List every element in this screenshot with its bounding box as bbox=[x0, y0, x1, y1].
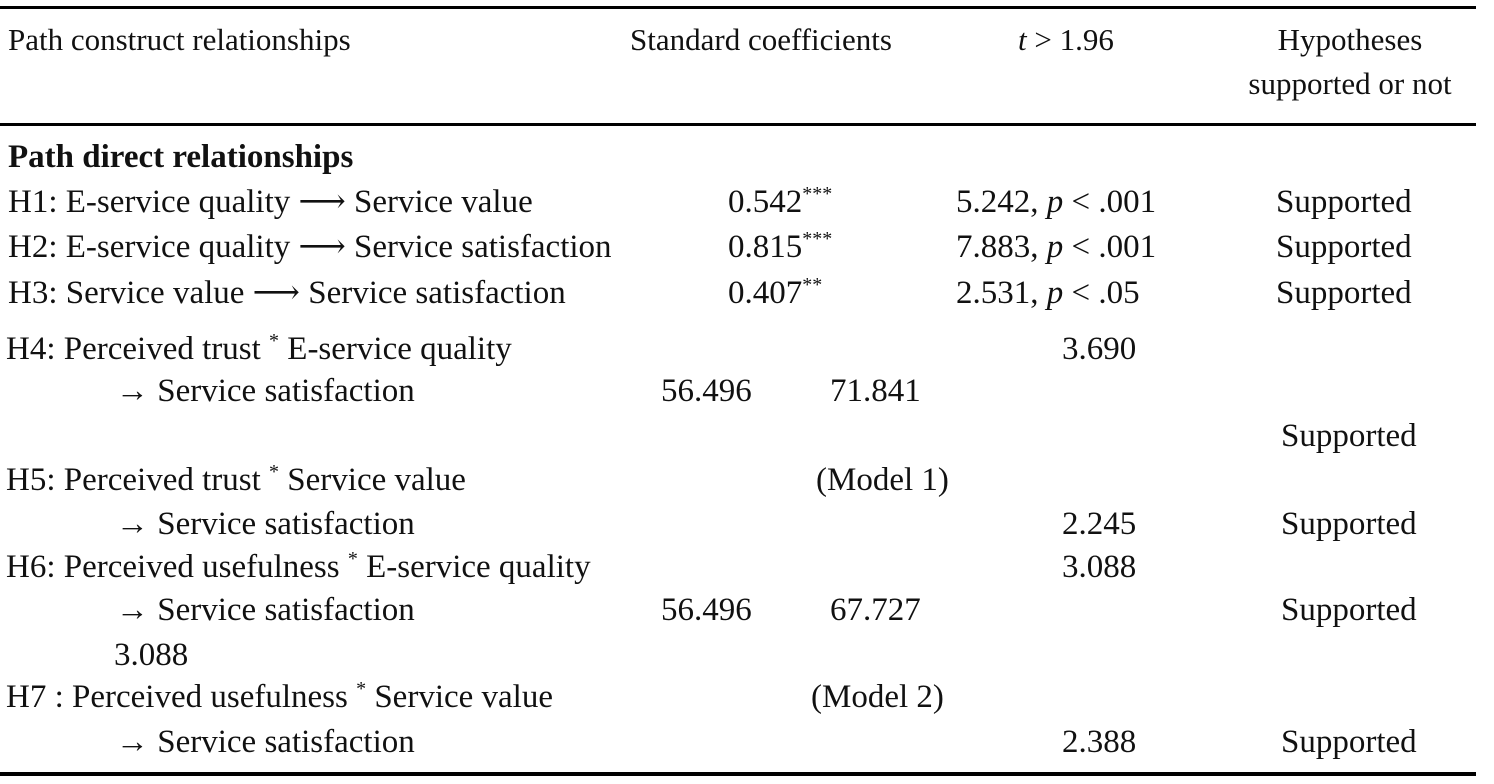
row-h3-p-italic: p bbox=[1046, 275, 1064, 311]
row-h1-coef-value: 0.542 bbox=[728, 184, 803, 220]
row-h3-t-value: 2.531, bbox=[956, 275, 1047, 311]
row-h6-label-pre: H6: Perceived usefulness bbox=[6, 549, 348, 585]
row-h3-label: H3: Service value ⟶ Service satisfaction bbox=[8, 275, 566, 311]
row-h2-coef-value: 0.815 bbox=[728, 229, 803, 265]
row-h7-t: 2.388 bbox=[1062, 724, 1137, 760]
row-h6-star: * bbox=[347, 548, 358, 570]
header-t-rest: > 1.96 bbox=[1026, 22, 1114, 57]
model2-value-b: 67.727 bbox=[830, 592, 921, 628]
model2-label: (Model 2) bbox=[811, 679, 944, 715]
row-h6-label-post: E-service quality bbox=[357, 549, 591, 585]
row-h5-label: H5: Perceived trust * Service value bbox=[6, 460, 466, 500]
row-h4-label: H4: Perceived trust * E-service quality bbox=[6, 329, 512, 369]
row-h2-p-italic: p bbox=[1046, 229, 1064, 265]
section-title: Path direct relationships bbox=[8, 139, 354, 175]
row-h2-label: H2: E-service quality ⟶ Service satisfac… bbox=[8, 229, 612, 265]
row-h3-significance: ** bbox=[802, 274, 823, 296]
row-h5-label-pre: H5: Perceived trust bbox=[6, 462, 270, 498]
row-h7-result: Supported bbox=[1281, 724, 1417, 760]
row-h4-t: 3.690 bbox=[1062, 331, 1137, 367]
row-h2-t: 7.883, p < .001 bbox=[956, 227, 1156, 267]
row-h1-result: Supported bbox=[1276, 184, 1412, 220]
row-h1-t-value: 5.242, bbox=[956, 184, 1047, 220]
row-h7-arrow: → Service satisfaction bbox=[116, 724, 415, 760]
header-t-threshold: t > 1.96 bbox=[1018, 20, 1114, 60]
row-h1-significance: *** bbox=[802, 183, 833, 205]
row-h6-extra-value: 3.088 bbox=[114, 637, 189, 673]
row-h7-label-pre: H7 : Perceived usefulness bbox=[6, 679, 357, 715]
row-h1-p-italic: p bbox=[1046, 184, 1064, 220]
row-h5-star: * bbox=[269, 461, 280, 483]
row-h5-arrow: → Service satisfaction bbox=[116, 506, 415, 542]
header-hypotheses-line1: Hypotheses bbox=[1277, 22, 1423, 57]
row-h2-p-rest: < .001 bbox=[1063, 229, 1157, 265]
row-h1-label: H1: E-service quality ⟶ Service value bbox=[8, 184, 533, 220]
row-h5-t: 2.245 bbox=[1062, 506, 1137, 542]
row-h7-star: * bbox=[356, 678, 367, 700]
row-h4-result: Supported bbox=[1281, 418, 1417, 454]
row-h2-significance: *** bbox=[802, 228, 833, 250]
row-h3-coef-value: 0.407 bbox=[728, 275, 803, 311]
header-hypotheses-line2: supported or not bbox=[1248, 66, 1452, 101]
row-h2-result: Supported bbox=[1276, 229, 1412, 265]
header-t-italic: t bbox=[1018, 22, 1027, 57]
header-rule bbox=[0, 123, 1476, 126]
row-h7-label-post: Service value bbox=[366, 679, 553, 715]
header-standard-coefficients: Standard coefficients bbox=[630, 22, 892, 57]
bottom-rule bbox=[0, 772, 1476, 776]
row-h6-arrow: → Service satisfaction bbox=[116, 592, 415, 628]
model1-value-a: 56.496 bbox=[661, 373, 752, 409]
top-rule bbox=[0, 6, 1476, 9]
row-h1-t: 5.242, p < .001 bbox=[956, 182, 1156, 222]
row-h3-p-rest: < .05 bbox=[1063, 275, 1140, 311]
header-path-construct: Path construct relationships bbox=[8, 22, 351, 57]
model2-value-a: 56.496 bbox=[661, 592, 752, 628]
model1-value-b: 71.841 bbox=[830, 373, 921, 409]
row-h2-coef: 0.815*** bbox=[728, 227, 832, 267]
row-h4-arrow: → Service satisfaction bbox=[116, 373, 415, 409]
row-h6-result: Supported bbox=[1281, 592, 1417, 628]
row-h2-t-value: 7.883, bbox=[956, 229, 1047, 265]
row-h5-label-post: Service value bbox=[279, 462, 466, 498]
row-h7-label: H7 : Perceived usefulness * Service valu… bbox=[6, 677, 553, 717]
row-h4-label-post: E-service quality bbox=[279, 331, 512, 367]
row-h1-p-rest: < .001 bbox=[1063, 184, 1157, 220]
row-h6-t: 3.088 bbox=[1062, 549, 1137, 585]
row-h3-coef: 0.407** bbox=[728, 273, 822, 313]
row-h6-label: H6: Perceived usefulness * E-service qua… bbox=[6, 547, 591, 587]
row-h4-label-pre: H4: Perceived trust bbox=[6, 331, 270, 367]
row-h4-star: * bbox=[269, 330, 280, 352]
row-h3-result: Supported bbox=[1276, 275, 1412, 311]
row-h5-result: Supported bbox=[1281, 506, 1417, 542]
model1-label: (Model 1) bbox=[816, 462, 949, 498]
row-h3-t: 2.531, p < .05 bbox=[956, 273, 1140, 313]
row-h1-coef: 0.542*** bbox=[728, 182, 832, 222]
